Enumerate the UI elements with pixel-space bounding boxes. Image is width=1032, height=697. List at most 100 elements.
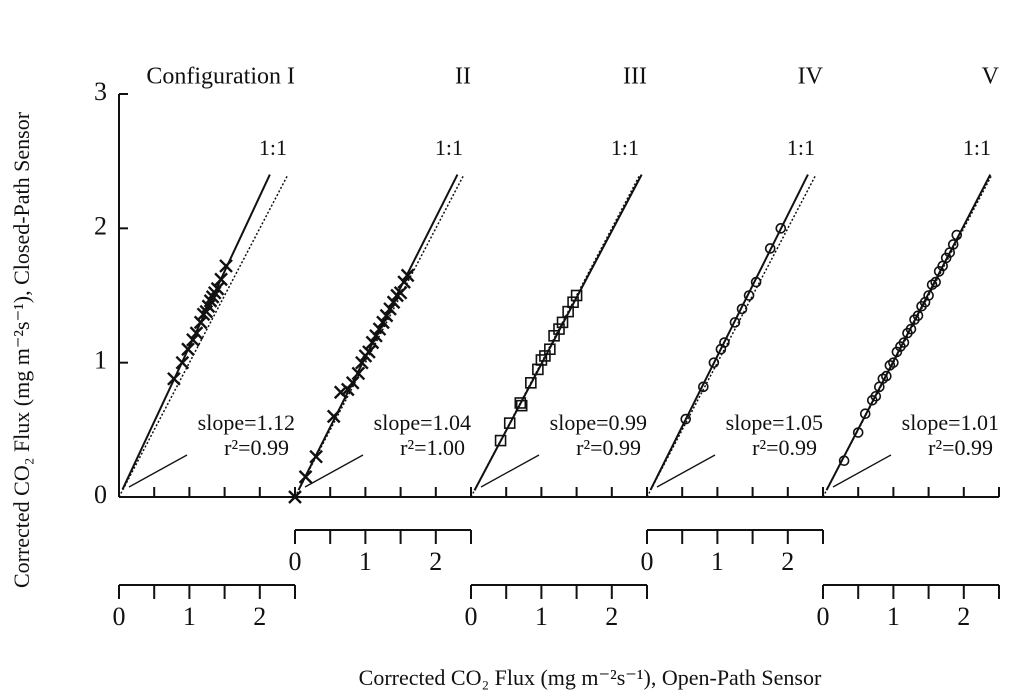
point — [719, 337, 730, 348]
point — [369, 328, 383, 343]
point — [379, 308, 394, 323]
x-tick-label: 0 — [289, 547, 302, 576]
x-tick-label: 2 — [253, 602, 266, 631]
y-axis-label: Corrected CO₂ Flux (mg m⁻²s⁻¹), Closed-P… — [9, 111, 34, 588]
r2-label: r²=0.99 — [224, 435, 289, 460]
point — [698, 381, 709, 393]
y-tick-label: 3 — [94, 77, 107, 106]
point — [210, 281, 225, 296]
y-tick-label: 0 — [94, 480, 107, 509]
point — [891, 346, 903, 358]
point — [525, 377, 537, 389]
one-to-one-line — [646, 174, 817, 498]
point — [203, 294, 218, 308]
r2-label: r²=0.99 — [752, 435, 817, 460]
reference-label: 1:1 — [435, 135, 463, 160]
point — [743, 290, 755, 301]
panel-label: V — [982, 64, 1000, 90]
point — [400, 268, 415, 283]
point — [567, 296, 579, 309]
point — [775, 223, 787, 234]
leader-line — [480, 454, 540, 488]
one-to-one-line — [118, 174, 289, 498]
point — [333, 385, 348, 400]
point — [193, 315, 208, 330]
point — [764, 243, 776, 254]
point — [189, 326, 204, 340]
point — [905, 323, 917, 335]
point — [351, 366, 366, 381]
point — [888, 357, 899, 368]
point — [340, 382, 355, 397]
point — [859, 408, 871, 420]
point — [288, 490, 302, 504]
point — [544, 343, 556, 356]
reference-label: 1:1 — [963, 135, 991, 160]
point — [397, 275, 411, 289]
leader-line — [656, 454, 716, 488]
point — [393, 285, 408, 300]
point — [214, 272, 228, 287]
point — [930, 276, 941, 288]
x-tick-label: 0 — [465, 602, 478, 631]
slope-label: slope=0.99 — [550, 410, 647, 435]
leader-line — [304, 454, 364, 488]
point — [535, 354, 548, 366]
point — [175, 355, 190, 370]
point — [383, 302, 397, 316]
point — [680, 413, 692, 425]
point — [750, 276, 762, 288]
reference-label: 1:1 — [787, 135, 815, 160]
point — [838, 455, 850, 467]
point — [386, 295, 401, 310]
point — [912, 310, 924, 321]
x-tick-label: 2 — [781, 547, 794, 576]
fit-line — [473, 174, 643, 491]
x-tick-label: 0 — [817, 602, 830, 631]
x-tick-label: 1 — [183, 602, 196, 631]
slope-label: slope=1.04 — [374, 410, 471, 435]
fit-line — [649, 174, 809, 491]
x-tick-label: 1 — [887, 602, 900, 631]
point — [881, 370, 892, 382]
point — [553, 323, 565, 335]
point — [923, 290, 934, 301]
point — [940, 252, 952, 264]
x-tick-label: 2 — [605, 602, 618, 631]
x-tick-label: 2 — [429, 547, 442, 576]
point — [186, 332, 200, 347]
x-tick-label: 0 — [113, 602, 126, 631]
point — [947, 239, 959, 250]
reference-label: 1:1 — [259, 135, 287, 160]
leader-line — [832, 454, 892, 488]
slope-label: slope=1.01 — [902, 410, 999, 435]
panel-label: II — [455, 64, 471, 90]
slope-label: slope=1.05 — [726, 410, 823, 435]
slope-label: slope=1.12 — [198, 410, 295, 435]
point — [326, 409, 341, 424]
point — [376, 315, 390, 330]
point — [345, 375, 360, 390]
point — [494, 434, 507, 447]
x-tick-label: 1 — [711, 547, 724, 576]
point — [181, 342, 195, 357]
x-tick-label: 1 — [359, 547, 372, 576]
point — [355, 355, 369, 370]
point — [514, 397, 527, 409]
point — [736, 303, 748, 315]
point — [933, 266, 945, 277]
r2-label: r²=0.99 — [576, 435, 641, 460]
x-axis-label: Corrected CO₂ Flux (mg m⁻²s⁻¹), Open-Pat… — [359, 665, 822, 690]
x-tick-label: 0 — [641, 547, 654, 576]
x-tick-label: 1 — [535, 602, 548, 631]
point — [362, 345, 376, 359]
y-tick-label: 2 — [94, 211, 107, 240]
panel-label: III — [623, 64, 647, 90]
leader-line — [128, 454, 188, 488]
point — [729, 317, 741, 328]
point — [205, 289, 220, 304]
point — [852, 427, 864, 438]
point — [515, 399, 528, 412]
reference-label: 1:1 — [611, 135, 639, 160]
r2-label: r²=1.00 — [400, 435, 465, 460]
